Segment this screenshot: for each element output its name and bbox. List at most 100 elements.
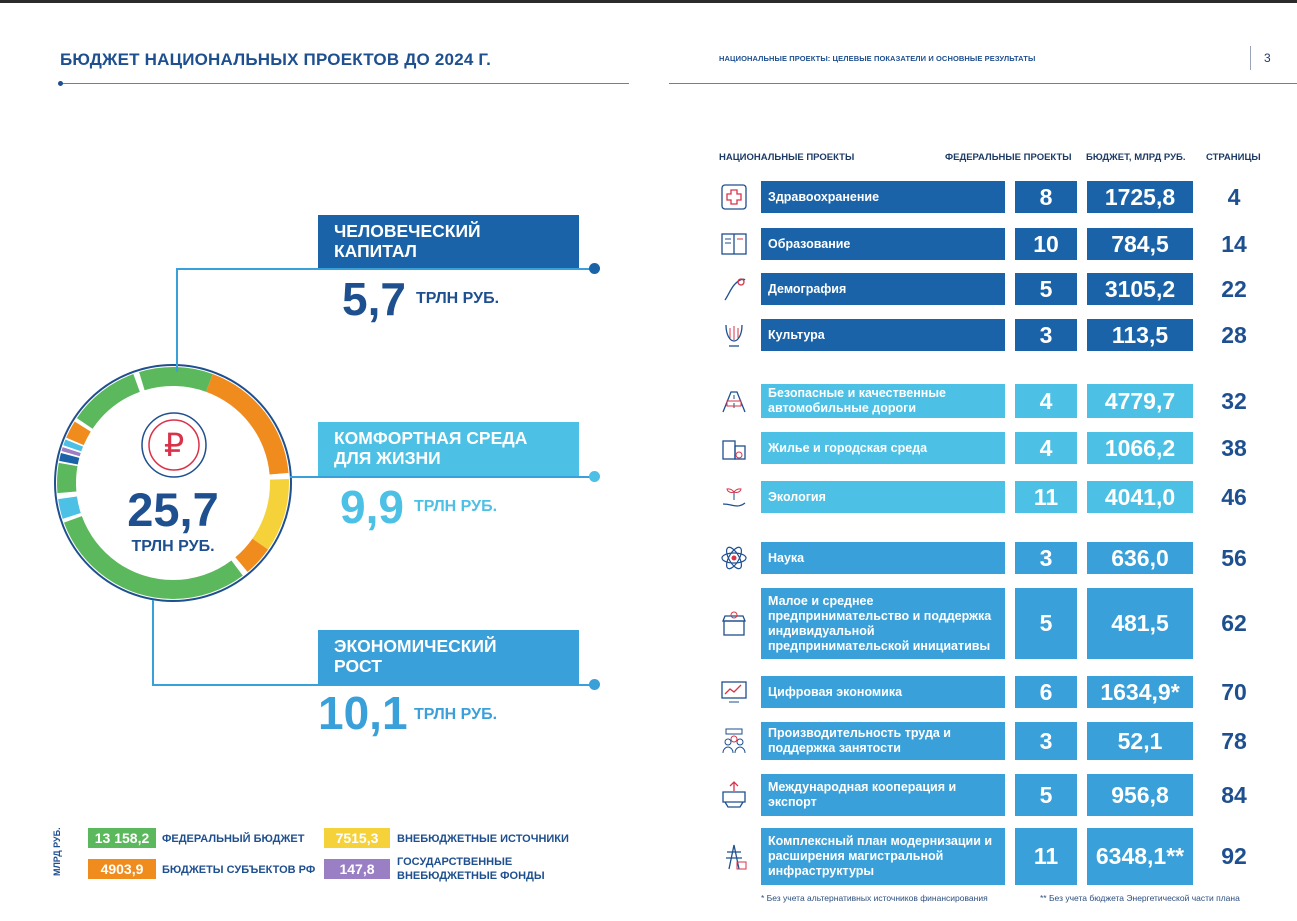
group-label-comfort: КОМФОРТНАЯ СРЕДА ДЛЯ ЖИЗНИ: [334, 428, 528, 468]
federal-projects-count: 3: [1015, 319, 1077, 351]
connector-dot-human-capital: [589, 263, 600, 274]
connector-economy-v: [152, 600, 154, 686]
budget-donut: [54, 364, 292, 602]
road-icon: [719, 386, 749, 416]
legend-funds-label: ГОСУДАРСТВЕННЫЕ ВНЕБЮДЖЕТНЫЕ ФОНДЫ: [397, 856, 545, 882]
footnote-1: * Без учета альтернативных источников фи…: [761, 893, 988, 903]
shop-icon: [719, 609, 749, 639]
total-budget-unit: ТРЛН РУБ.: [131, 538, 215, 555]
donut-segment: [59, 452, 80, 465]
budget-value: 6348,1**: [1087, 828, 1193, 885]
group-band-human-capital: ЧЕЛОВЕЧЕСКИЙ КАПИТАЛ: [318, 215, 579, 268]
project-name: Культура: [761, 319, 1005, 351]
group-value-economy: 10,1: [318, 687, 408, 739]
title-rule-dot: [58, 81, 63, 86]
lyre-icon: [719, 320, 749, 350]
budget-value: 4041,0: [1087, 481, 1193, 513]
federal-projects-count: 5: [1015, 588, 1077, 659]
federal-projects-count: 11: [1015, 828, 1077, 885]
federal-projects-count: 5: [1015, 774, 1077, 816]
page-reference[interactable]: 32: [1221, 387, 1247, 414]
budget-value: 1725,8: [1087, 181, 1193, 213]
group-unit-human-capital: ТРЛН РУБ.: [416, 290, 500, 307]
project-name: Демография: [761, 273, 1005, 305]
project-name: Международная кооперация и экспорт: [761, 774, 1005, 816]
project-name: Образование: [761, 228, 1005, 260]
legend-regions-label: БЮДЖЕТЫ СУБЪЕКТОВ РФ: [162, 864, 316, 876]
ruble-coin-icon: ₽: [141, 412, 207, 478]
export-icon: [719, 780, 749, 810]
page-reference[interactable]: 56: [1221, 544, 1247, 571]
donut-segment: [252, 478, 289, 550]
donut-segment: [63, 516, 174, 599]
federal-projects-count: 4: [1015, 432, 1077, 464]
project-name: Малое и среднее предпринимательство и по…: [761, 588, 1005, 659]
federal-projects-count: 8: [1015, 181, 1077, 213]
connector-comfort-h: [290, 476, 594, 478]
legend-federal-label: ФЕДЕРАЛЬНЫЙ БЮДЖЕТ: [162, 833, 305, 845]
project-name: Производительность труда и поддержка зан…: [761, 722, 1005, 760]
page-reference[interactable]: 38: [1221, 434, 1247, 461]
page-reference[interactable]: 70: [1221, 678, 1247, 705]
budget-value: 481,5: [1087, 588, 1193, 659]
federal-projects-count: 5: [1015, 273, 1077, 305]
donut-segment: [57, 462, 78, 494]
connector-human-capital-h: [176, 268, 594, 270]
page-number-divider: [1250, 46, 1251, 70]
project-name: Безопасные и качественные автомобильные …: [761, 384, 1005, 418]
legend-offbudget-label: ВНЕБЮДЖЕТНЫЕ ИСТОЧНИКИ: [397, 833, 569, 845]
header-federal: ФЕДЕРАЛЬНЫЕ ПРОЕКТЫ: [945, 152, 1072, 163]
page-reference[interactable]: 28: [1221, 321, 1247, 348]
medical-cross-icon: [719, 182, 749, 212]
ruble-symbol: ₽: [164, 427, 184, 463]
project-name: Цифровая экономика: [761, 676, 1005, 708]
page-reference[interactable]: 78: [1221, 727, 1247, 754]
group-unit-comfort: ТРЛН РУБ.: [414, 498, 498, 515]
group-unit-economy: ТРЛН РУБ.: [414, 706, 498, 723]
budget-value: 636,0: [1087, 542, 1193, 574]
page-reference[interactable]: 62: [1221, 610, 1247, 636]
page-reference[interactable]: 4: [1227, 183, 1241, 210]
project-name: Экология: [761, 481, 1005, 513]
legend-unit-label: МЛРД РУБ.: [52, 827, 62, 876]
header-projects: НАЦИОНАЛЬНЫЕ ПРОЕКТЫ: [719, 152, 855, 163]
group-label-human-capital: ЧЕЛОВЕЧЕСКИЙ КАПИТАЛ: [334, 221, 481, 261]
top-border: [0, 0, 1297, 3]
header-budget: БЮДЖЕТ, МЛРД РУБ.: [1086, 152, 1186, 163]
donut-hole: [77, 387, 269, 579]
group-band-economy: ЭКОНОМИЧЕСКИЙ РОСТ: [318, 630, 579, 684]
section-subtitle: НАЦИОНАЛЬНЫЕ ПРОЕКТЫ: ЦЕЛЕВЫЕ ПОКАЗАТЕЛИ…: [719, 54, 1036, 63]
page-reference[interactable]: 14: [1221, 230, 1247, 257]
group-value-comfort: 9,9: [340, 481, 404, 533]
page-reference[interactable]: 22: [1221, 275, 1247, 302]
budget-value: 52,1: [1087, 722, 1193, 760]
group-band-comfort: КОМФОРТНАЯ СРЕДА ДЛЯ ЖИЗНИ: [318, 422, 579, 476]
budget-value: 3105,2: [1087, 273, 1193, 305]
donut-outline: [54, 364, 292, 602]
page-reference[interactable]: 92: [1221, 843, 1247, 869]
budget-value: 4779,7: [1087, 384, 1193, 418]
connector-dot-economy: [589, 679, 600, 690]
budget-value: 1634,9*: [1087, 676, 1193, 708]
header-pages: СТРАНИЦЫ: [1206, 152, 1261, 163]
project-name: Наука: [761, 542, 1005, 574]
budget-value: 113,5: [1087, 319, 1193, 351]
donut-segment: [76, 373, 140, 429]
donut-segment: [66, 421, 91, 446]
page-reference[interactable]: 46: [1221, 483, 1247, 510]
buildings-icon: [719, 433, 749, 463]
donut-segment: [58, 496, 81, 519]
connector-economy-h: [152, 684, 594, 686]
group-value-human-capital: 5,7: [342, 273, 406, 325]
donut-segment: [173, 560, 243, 599]
donut-segments: [54, 364, 292, 602]
donut-segment: [206, 373, 289, 475]
budget-value: 956,8: [1087, 774, 1193, 816]
page-reference[interactable]: 84: [1221, 781, 1247, 808]
power-tower-icon: [719, 842, 749, 872]
page-number: 3: [1264, 51, 1271, 65]
digital-chart-icon: [719, 677, 749, 707]
title-rule: [60, 83, 629, 84]
workers-icon: [719, 726, 749, 756]
federal-projects-count: 10: [1015, 228, 1077, 260]
